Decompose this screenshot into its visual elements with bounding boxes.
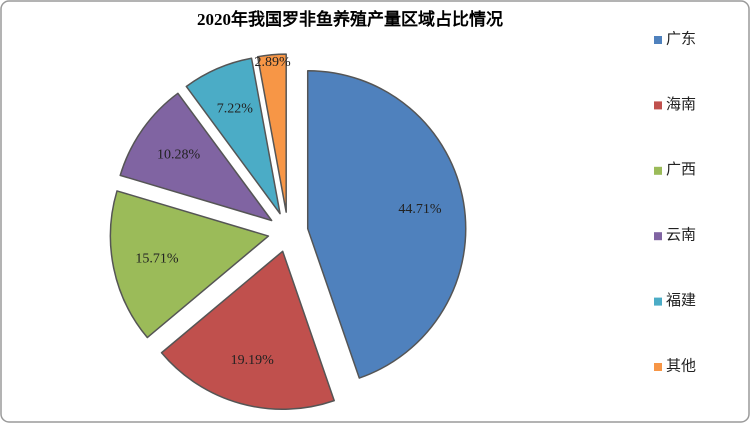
data-label: 19.19%: [231, 353, 275, 368]
pie-slice: [160, 250, 335, 411]
data-label: 7.22%: [217, 101, 254, 116]
pie-slice: [185, 57, 281, 215]
data-label: 10.28%: [157, 147, 201, 162]
legend-marker: [654, 166, 662, 175]
data-label: 15.71%: [135, 251, 179, 266]
legend-label: 广东: [666, 30, 696, 47]
legend-label: 其他: [666, 357, 696, 374]
pie-slice: [109, 190, 270, 339]
data-label: 2.89%: [254, 55, 291, 70]
legend-marker: [654, 101, 662, 110]
legend-label: 海南: [666, 96, 696, 113]
legend-label: 广西: [666, 161, 696, 178]
legend-marker: [654, 363, 662, 371]
legend-label: 云南: [666, 227, 696, 244]
legend-label: 福建: [666, 292, 696, 309]
pie-slice: [256, 53, 287, 213]
pie-slice: [306, 69, 467, 379]
pie-slice: [119, 92, 273, 222]
legend-marker: [654, 36, 662, 44]
data-label: 44.71%: [398, 202, 442, 217]
legend-marker: [654, 297, 662, 306]
legend-marker: [654, 232, 662, 241]
chart-title: 2020年我国罗非鱼养殖产量区域占比情况: [197, 9, 503, 29]
